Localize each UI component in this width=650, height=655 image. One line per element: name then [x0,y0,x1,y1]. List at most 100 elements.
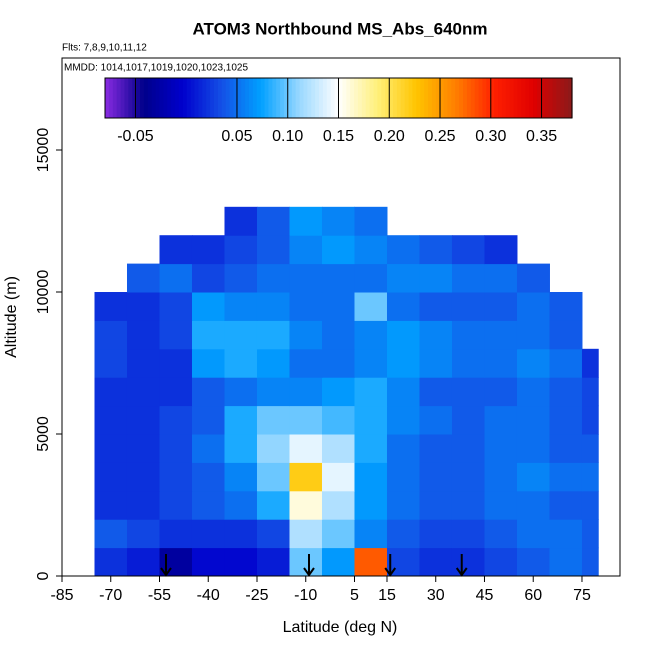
heatmap-cell [289,263,323,293]
colorbar-swatch [128,78,133,118]
colorbar-swatch [213,78,219,118]
colorbar-swatch [490,78,495,118]
heatmap-cell [549,348,583,378]
heatmap-cell [224,263,258,293]
heatmap-cell [581,377,599,407]
heatmap-cell [451,519,485,549]
heatmap-cell [484,348,518,378]
heatmap-cell [419,377,453,407]
heatmap-cell [484,405,518,435]
colorbar-swatch [521,78,526,118]
colorbar-swatch [221,78,227,118]
heatmap-cell [224,320,258,350]
colorbar-swatch [509,78,515,118]
heatmap-cell [354,235,388,265]
colorbar-swatch [552,78,558,118]
colorbar-swatch [568,78,573,118]
marker-arrow [384,554,397,577]
heatmap-cell [191,235,225,265]
heatmap-cell [321,490,355,520]
heatmap-cell [549,434,583,463]
heatmap-cell [321,547,355,577]
heatmap-cell [516,462,550,492]
colorbar-swatch [299,78,305,118]
colorbar-swatch [385,78,390,118]
heatmap-cell [94,434,128,463]
marker-arrow [455,554,468,577]
heatmap-cell [516,434,550,463]
colorbar-swatch [342,78,347,118]
colorbar-swatch [194,78,199,118]
y-tick-label: 15000 [35,128,52,173]
heatmap-cell [516,320,550,350]
heatmap-cell [419,320,453,350]
heatmap-cell [289,490,323,520]
heatmap-cell [159,348,193,378]
heatmap-cell [191,292,225,321]
heatmap-cell [321,519,355,549]
heatmap-cell [386,377,420,407]
heatmap-cell [451,547,485,577]
colorbar-swatch [284,78,289,118]
marker-arrow [160,554,172,577]
colorbar-swatch [463,78,468,118]
heatmap-cell [354,519,388,549]
x-tick-label: 45 [476,587,494,604]
heatmap-cell [581,348,599,378]
marker-arrow [303,554,315,577]
heatmap-cell [321,377,355,407]
y-tick-label: 5000 [35,416,52,452]
colorbar-swatch [311,78,316,118]
colorbar-swatch [190,78,196,118]
colorbar-swatch [361,78,367,118]
heatmap-cell [159,292,193,321]
heatmap-cell [289,462,323,492]
heatmap-cell [191,377,225,407]
colorbar-swatch [396,78,402,118]
heatmap-cell [191,490,225,520]
colorbar-swatch [439,78,445,118]
heatmap-cell [386,434,420,463]
x-tick-label: 30 [427,587,445,604]
colorbar-swatch [171,78,176,118]
colorbar-swatch [155,78,161,118]
heatmap-cell [126,263,160,293]
heatmap-cell [224,434,258,463]
heatmap-cell [516,292,550,321]
heatmap-cell [256,235,290,265]
heatmap-cell [126,434,160,463]
colorbar-swatch [260,78,266,118]
colorbar-swatch [210,78,215,118]
colorbar-swatch [147,78,153,118]
heatmap-cell [581,405,599,435]
heatmap-cell [581,547,599,577]
heatmap-cell [549,377,583,407]
heatmap-cell [354,434,388,463]
y-axis-label: Altitude (m) [3,276,20,358]
colorbar-swatch [120,78,126,118]
heatmap-cell [451,377,485,407]
heatmap-cell [159,490,193,520]
colorbar-tick-label: 0.10 [272,128,303,145]
colorbar-swatch [132,78,137,118]
colorbar-swatch [143,78,149,118]
heatmap-cell [159,462,193,492]
heatmap-cell [191,547,225,577]
heatmap-cell [581,490,599,520]
arrow-head [303,567,315,577]
heatmap-cell [516,348,550,378]
heatmap-cell [94,292,128,321]
heatmap-cell [321,348,355,378]
colorbar-swatch [287,78,293,118]
heatmap-cell [191,263,225,293]
colorbar-swatch [338,78,343,118]
heatmap-cell [256,292,290,321]
heatmap-cell [419,263,453,293]
subtitle: Flts: 7,8,9,10,11,12 [62,43,147,54]
colorbar-tick-label: 0.35 [526,128,557,145]
heatmap-cell [289,405,323,435]
colorbar-swatch [159,78,164,118]
heatmap-cell [419,434,453,463]
heatmap-cell [224,377,258,407]
heatmap-cell [419,519,453,549]
